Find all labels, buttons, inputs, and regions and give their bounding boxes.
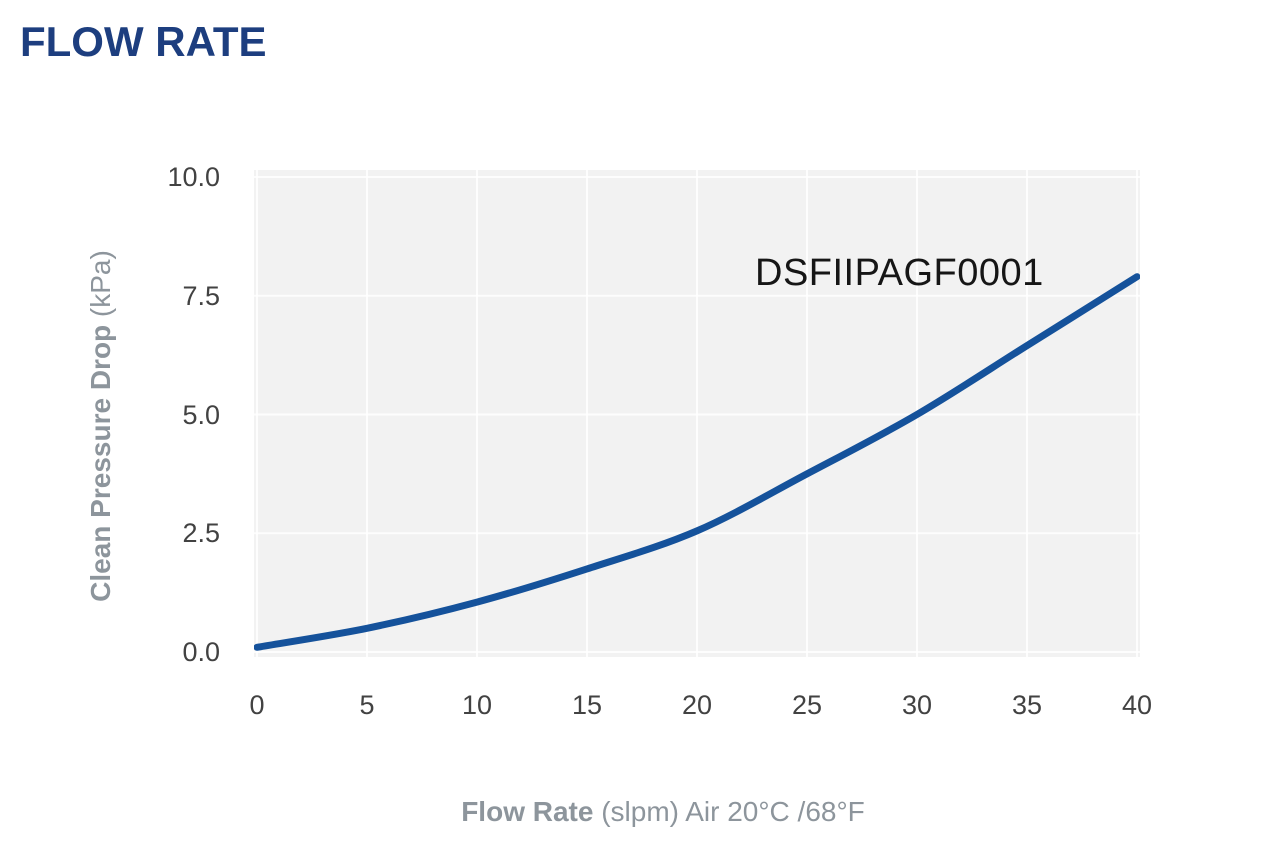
y-tick-label: 10.0 xyxy=(167,162,220,192)
plot-area: DSFIIPAGF0001 xyxy=(254,170,1140,657)
y-tick-label: 0.0 xyxy=(182,637,220,667)
series-label: DSFIIPAGF0001 xyxy=(755,252,1044,294)
x-tick-label: 25 xyxy=(791,690,823,720)
page-title: FLOW RATE xyxy=(20,18,267,65)
x-tick-label: 10 xyxy=(461,690,493,720)
line-chart-svg xyxy=(254,170,1140,657)
y-tick-label: 5.0 xyxy=(182,399,220,430)
x-axis-label-main: Flow Rate xyxy=(461,796,594,827)
x-tick-label: 40 xyxy=(1121,690,1153,720)
x-tick-label: 5 xyxy=(359,690,375,720)
y-tick-label: 2.5 xyxy=(182,518,220,549)
x-tick-label: 30 xyxy=(901,690,933,720)
y-tick-label: 7.5 xyxy=(182,280,220,311)
x-tick-label: 35 xyxy=(1011,690,1043,720)
x-tick-label: 20 xyxy=(681,690,713,720)
x-tick-label: 15 xyxy=(571,690,603,720)
x-axis-label-unit: (slpm) Air 20°C /68°F xyxy=(593,796,865,827)
y-axis-label-main: Clean Pressure Drop xyxy=(85,324,116,602)
x-axis-label: Flow Rate (slpm) Air 20°C /68°F xyxy=(263,795,1063,829)
x-tick-label: 0 xyxy=(249,690,265,720)
pressure-drop-curve xyxy=(254,273,1140,651)
